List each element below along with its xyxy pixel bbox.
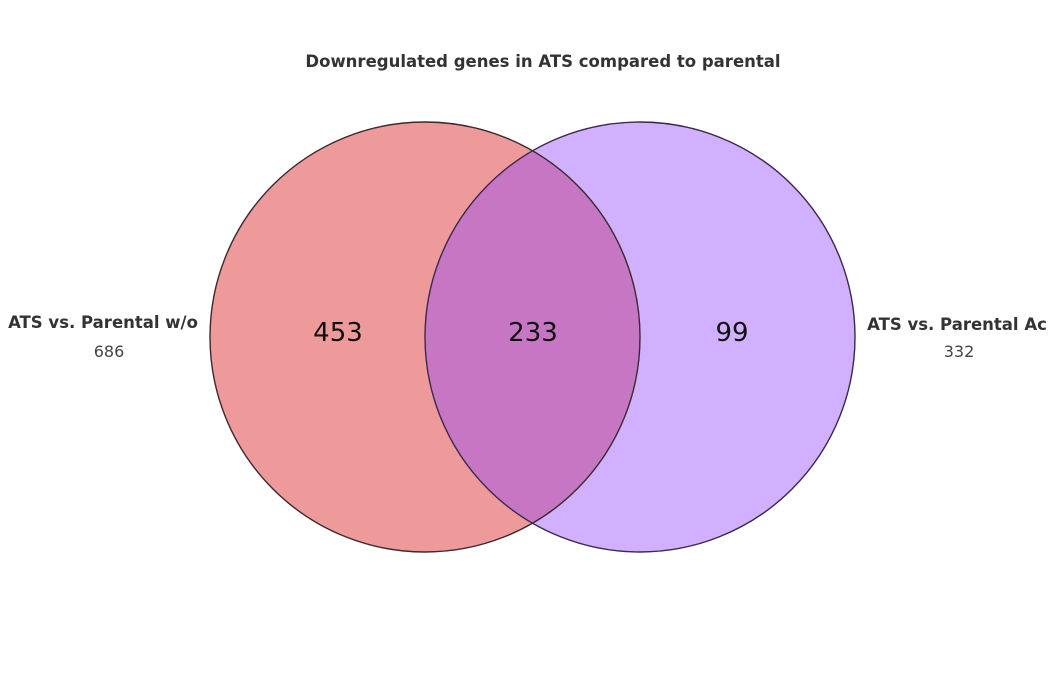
overlap-region — [425, 122, 640, 552]
diagram-title: Downregulated genes in ATS compared to p… — [305, 52, 780, 71]
set-outline-left — [209, 121, 641, 553]
set-label-right: ATS vs. Parental Ac — [867, 315, 1047, 334]
set-outline-right — [424, 121, 856, 553]
region-count-right-only: 99 — [715, 318, 748, 348]
region-count-overlap: 233 — [508, 318, 558, 348]
region-count-left-only: 453 — [313, 318, 363, 348]
set-label-left: ATS vs. Parental w/o — [8, 313, 198, 332]
set-total-right: 332 — [944, 342, 975, 361]
set-total-left: 686 — [94, 342, 125, 361]
